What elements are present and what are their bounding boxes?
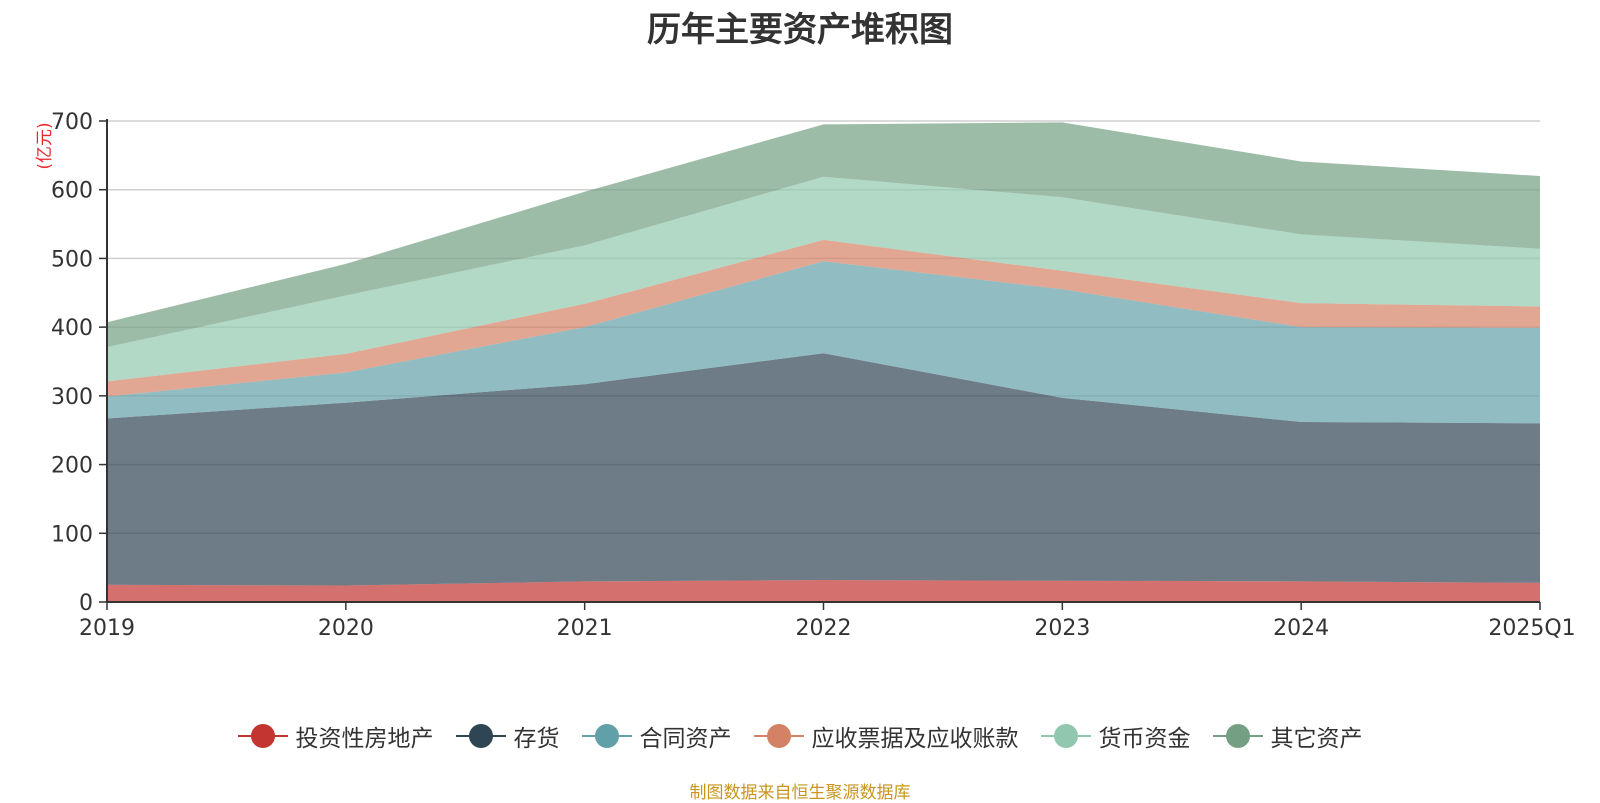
legend-marker-icon [1040, 724, 1091, 748]
legend-marker-icon [1212, 724, 1263, 748]
legend-item-4[interactable]: 货币资金 [1040, 719, 1191, 753]
y-axis-unit-label: (亿元) [35, 122, 55, 169]
legend-item-2[interactable]: 合同资产 [581, 719, 732, 753]
legend-label: 应收票据及应收账款 [811, 726, 1019, 752]
area-series-layer [107, 122, 1540, 602]
x-tick-label: 2025Q1 [1488, 616, 1575, 641]
legend-label: 合同资产 [639, 726, 732, 752]
y-tick-label: 700 [51, 110, 93, 135]
legend-item-0[interactable]: 投资性房地产 [237, 719, 434, 753]
x-tick-label: 2020 [318, 616, 374, 641]
legend-item-3[interactable]: 应收票据及应收账款 [753, 719, 1019, 753]
x-tick-label: 2021 [557, 616, 613, 641]
legend: 投资性房地产 存货 合同资产 应收票据及应收账款 货币资金 其它资产 [0, 718, 1600, 754]
area-series-0[interactable] [107, 580, 1540, 602]
legend-label: 其它资产 [1270, 726, 1363, 752]
legend-label: 存货 [513, 726, 560, 752]
legend-marker-icon [581, 724, 632, 748]
legend-label: 货币资金 [1098, 726, 1191, 752]
y-tick-label: 100 [51, 522, 93, 547]
axes: 0 100 200 300 400 500 600 700 2019 2020 2021 2022 20… [51, 110, 1576, 641]
area-series-2[interactable] [107, 261, 1540, 424]
data-source-note: 制图数据来自恒生聚源数据库 [689, 783, 911, 803]
legend-marker-icon [455, 724, 506, 748]
x-tick-label: 2023 [1034, 616, 1090, 641]
area-series-5[interactable] [107, 122, 1540, 348]
area-series-1[interactable] [107, 353, 1540, 586]
x-tick-label: 2019 [79, 616, 135, 641]
legend-marker-icon [237, 724, 288, 748]
y-tick-label: 0 [79, 591, 93, 616]
legend-item-5[interactable]: 其它资产 [1212, 719, 1363, 753]
x-tick-label: 2022 [796, 616, 852, 641]
chart-title: 历年主要资产堆积图 [647, 10, 953, 50]
area-series-3[interactable] [107, 239, 1540, 397]
y-tick-label: 500 [51, 247, 93, 272]
y-tick-label: 400 [51, 316, 93, 341]
y-tick-label: 600 [51, 179, 93, 204]
area-series-4[interactable] [107, 176, 1540, 382]
y-tick-label: 300 [51, 385, 93, 410]
legend-item-1[interactable]: 存货 [455, 719, 560, 753]
y-tick-label: 200 [51, 454, 93, 479]
legend-label: 投资性房地产 [295, 726, 434, 752]
legend-marker-icon [753, 724, 804, 748]
x-tick-label: 2024 [1273, 616, 1329, 641]
